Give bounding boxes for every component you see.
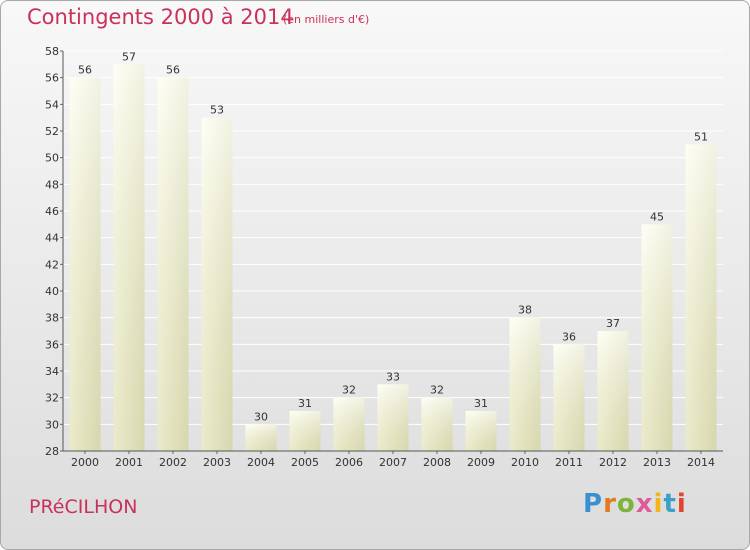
- bar-shade: [333, 397, 365, 451]
- x-tick-label: 2013: [643, 456, 671, 469]
- x-tick-label: 2005: [291, 456, 319, 469]
- y-tick-label: 30: [45, 418, 59, 431]
- x-tick-label: 2007: [379, 456, 407, 469]
- value-label: 38: [518, 304, 532, 317]
- y-tick-label: 44: [45, 232, 59, 245]
- logo-letter: r: [603, 489, 617, 519]
- y-tick-label: 28: [45, 445, 59, 458]
- x-tick-label: 2014: [687, 456, 715, 469]
- x-tick-label: 2000: [71, 456, 99, 469]
- bar-shade: [69, 77, 101, 452]
- y-tick-label: 36: [45, 338, 59, 351]
- x-tick-label: 2008: [423, 456, 451, 469]
- x-tick-label: 2006: [335, 456, 363, 469]
- bar-shade: [113, 64, 145, 452]
- value-label: 56: [78, 64, 92, 77]
- chart-title: Contingents 2000 à 2014: [27, 5, 294, 29]
- x-tick-label: 2012: [599, 456, 627, 469]
- logo-letter: i: [676, 489, 687, 519]
- commune-name: PRéCILHON: [29, 496, 138, 518]
- x-tick-label: 2003: [203, 456, 231, 469]
- y-tick-label: 54: [45, 98, 59, 111]
- y-tick-label: 40: [45, 285, 59, 298]
- value-label: 45: [650, 210, 664, 223]
- bar-shade: [509, 317, 541, 451]
- value-label: 37: [606, 317, 620, 330]
- logo-letter: o: [616, 489, 636, 519]
- value-label: 32: [342, 384, 356, 397]
- y-tick-label: 34: [45, 365, 59, 378]
- value-label: 53: [210, 104, 224, 117]
- value-label: 31: [474, 397, 488, 410]
- bar-shade: [245, 424, 277, 451]
- logo-letter: t: [663, 489, 677, 519]
- value-label: 56: [166, 64, 180, 77]
- bar-shade: [597, 331, 629, 451]
- logo-letter: i: [653, 489, 664, 519]
- bar-shade: [553, 344, 585, 451]
- value-label: 32: [430, 384, 444, 397]
- bar-shade: [377, 384, 409, 451]
- x-tick-label: 2011: [555, 456, 583, 469]
- value-label: 57: [122, 50, 136, 63]
- bar-shade: [421, 397, 453, 451]
- y-tick-label: 50: [45, 152, 59, 165]
- logo-letter: P: [583, 489, 604, 519]
- x-tick-label: 2004: [247, 456, 275, 469]
- bar-shade: [465, 411, 497, 451]
- y-tick-label: 52: [45, 125, 59, 138]
- y-tick-label: 56: [45, 72, 59, 85]
- value-label: 51: [694, 130, 708, 143]
- y-tick-label: 32: [45, 392, 59, 405]
- x-tick-label: 2002: [159, 456, 187, 469]
- value-label: 36: [562, 330, 576, 343]
- axis-layer: 28 30 32 34 36 38 40 42 44 46 48 50 52 54 56 58 2000 2001…: [45, 45, 723, 469]
- value-label: 33: [386, 370, 400, 383]
- bar-shade: [201, 117, 233, 452]
- bar-shade: [289, 411, 321, 451]
- bar-shade: [641, 224, 673, 451]
- value-label: 30: [254, 410, 268, 423]
- y-tick-label: 46: [45, 205, 59, 218]
- value-label: 31: [298, 397, 312, 410]
- y-tick-label: 58: [45, 45, 59, 58]
- y-tick-label: 48: [45, 178, 59, 191]
- bars-layer: 56 57 56 53 30 31 32 33 32 31 38 36 37 45 51: [69, 50, 717, 452]
- proxiti-logo: Proxiti: [583, 489, 687, 519]
- chart-subtitle: (en milliers d'€): [283, 13, 370, 26]
- x-tick-label: 2010: [511, 456, 539, 469]
- y-tick-label: 38: [45, 312, 59, 325]
- x-tick-label: 2009: [467, 456, 495, 469]
- x-tick-label: 2001: [115, 456, 143, 469]
- logo-letter: x: [635, 489, 654, 519]
- bar-shade: [685, 144, 717, 452]
- bar-shade: [157, 77, 189, 452]
- y-tick-label: 42: [45, 258, 59, 271]
